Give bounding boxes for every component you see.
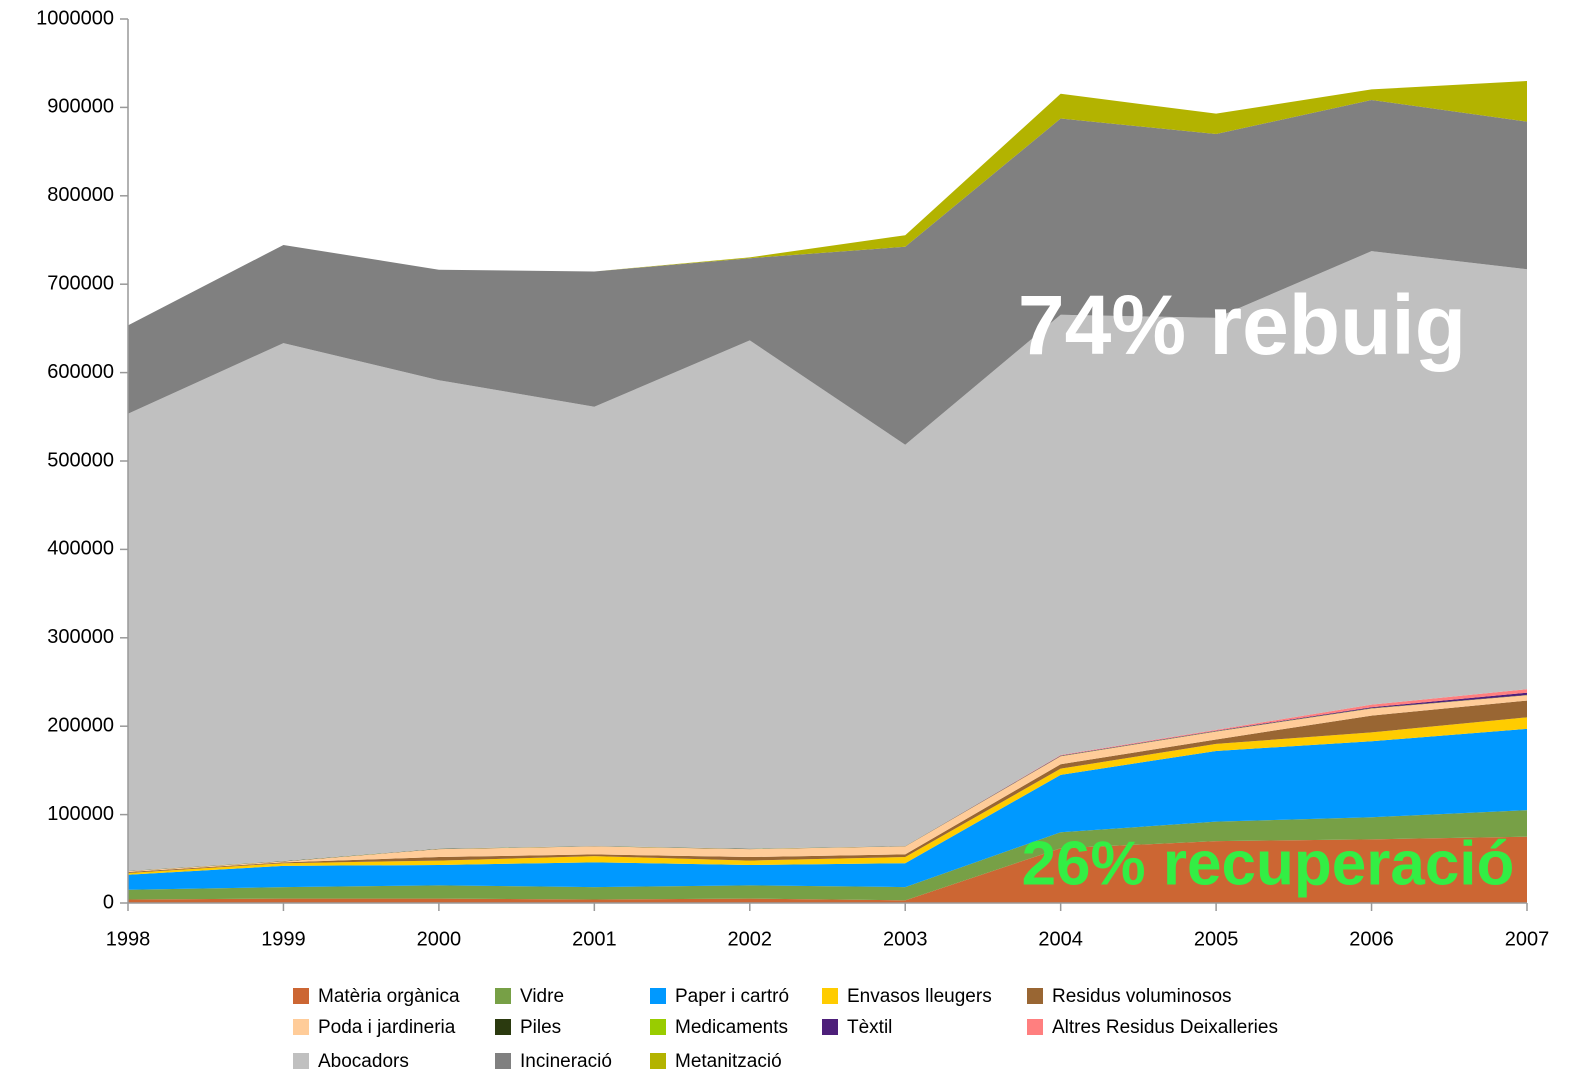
area (128, 717, 1527, 875)
legend-label: Poda i jardineria (318, 1017, 456, 1038)
x-tick-label: 1998 (106, 928, 151, 950)
legend-swatch (293, 1053, 309, 1069)
area (128, 728, 1527, 890)
legend-label: Piles (520, 1017, 561, 1038)
area (128, 700, 1527, 873)
legend-label: Vidre (520, 986, 564, 1007)
y-tick-label: 0 (103, 891, 114, 913)
area (128, 810, 1527, 901)
legend-label: Medicaments (675, 1017, 788, 1038)
legend-swatch (293, 988, 309, 1004)
legend-label: Paper i cartró (675, 986, 789, 1007)
legend-label: Altres Residus Deixalleries (1052, 1017, 1278, 1038)
x-tick-label: 2004 (1038, 928, 1083, 950)
legend-label: Tèxtil (847, 1017, 892, 1038)
x-tick-label: 2002 (728, 928, 773, 950)
y-tick-label: 200000 (47, 714, 114, 736)
y-tick-label: 600000 (47, 361, 114, 383)
area (128, 99, 1527, 445)
y-tick-label: 700000 (47, 272, 114, 294)
x-tick-label: 2007 (1505, 928, 1550, 950)
y-tick-label: 500000 (47, 449, 114, 471)
x-tick-label: 1999 (261, 928, 306, 950)
legend-swatch (495, 1053, 511, 1069)
legend-swatch (822, 988, 838, 1004)
y-tick-label: 900000 (47, 96, 114, 118)
x-tick-label: 2000 (417, 928, 462, 950)
y-tick-label: 300000 (47, 626, 114, 648)
legend-swatch (495, 1019, 511, 1035)
legend-swatch (650, 1053, 666, 1069)
legend-label: Matèria orgànica (318, 986, 460, 1007)
axes (120, 18, 1528, 911)
area (128, 251, 1527, 871)
legend-swatch (495, 988, 511, 1004)
legend-swatch (650, 1019, 666, 1035)
legend-label: Incineració (520, 1051, 612, 1072)
y-tick-label: 1000000 (36, 7, 114, 29)
annotation: 26% recuperació (1022, 829, 1515, 898)
area (128, 692, 1527, 871)
legend-swatch (1027, 988, 1043, 1004)
x-tick-label: 2003 (883, 928, 928, 950)
area (128, 695, 1527, 873)
legend-swatch (822, 1019, 838, 1035)
x-tick-label: 2005 (1194, 928, 1239, 950)
legend-label: Abocadors (318, 1051, 409, 1072)
areas (128, 80, 1527, 903)
legend-label: Envasos lleugers (847, 986, 992, 1007)
legend-label: Metanització (675, 1051, 782, 1072)
y-tick-label: 800000 (47, 184, 114, 206)
y-tick-label: 400000 (47, 538, 114, 560)
annotation: 74% rebuig (1018, 278, 1466, 372)
legend-swatch (293, 1019, 309, 1035)
x-tick-label: 2006 (1349, 928, 1394, 950)
legend-swatch (1027, 1019, 1043, 1035)
legend-label: Residus voluminosos (1052, 986, 1232, 1007)
legend-swatch (650, 988, 666, 1004)
area (128, 836, 1527, 903)
x-tick-label: 2001 (572, 928, 617, 950)
y-tick-label: 100000 (47, 803, 114, 825)
